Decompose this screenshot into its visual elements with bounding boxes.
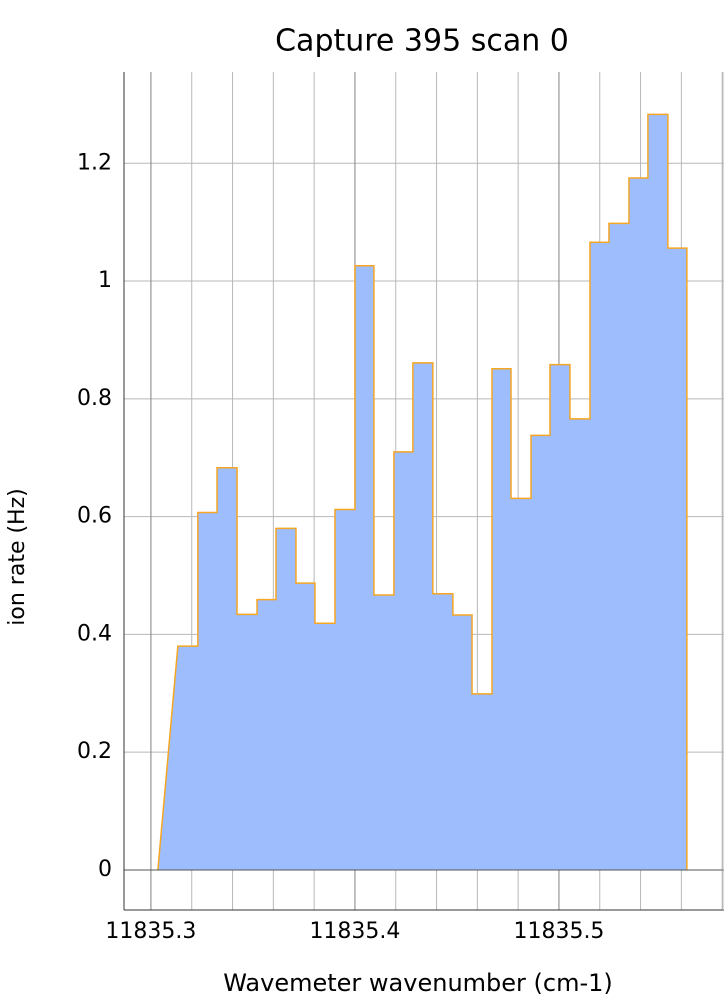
y-axis-label: ion rate (Hz) bbox=[5, 488, 30, 625]
x-tick-label: 11835.3 bbox=[105, 919, 196, 944]
x-tick-label: 11835.5 bbox=[513, 919, 604, 944]
x-tick-label: 11835.4 bbox=[309, 919, 400, 944]
x-axis-label: Wavemeter wavenumber (cm-1) bbox=[223, 969, 613, 997]
y-tick-label: 0.8 bbox=[77, 386, 112, 411]
line bbox=[157, 113, 688, 871]
y-tick-label: 0.6 bbox=[77, 504, 112, 529]
y-tick-label: 0 bbox=[98, 857, 112, 882]
chart-title: Capture 395 scan 0 bbox=[275, 24, 569, 59]
y-tick-label: 0.4 bbox=[77, 621, 112, 646]
area bbox=[157, 114, 687, 870]
y-tick-label: 0.2 bbox=[77, 739, 112, 764]
y-tick-label: 1 bbox=[98, 268, 112, 293]
y-tick-label: 1.2 bbox=[77, 150, 112, 175]
